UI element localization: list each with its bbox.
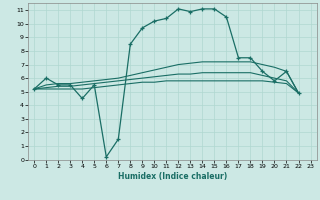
X-axis label: Humidex (Indice chaleur): Humidex (Indice chaleur) [118,172,227,181]
